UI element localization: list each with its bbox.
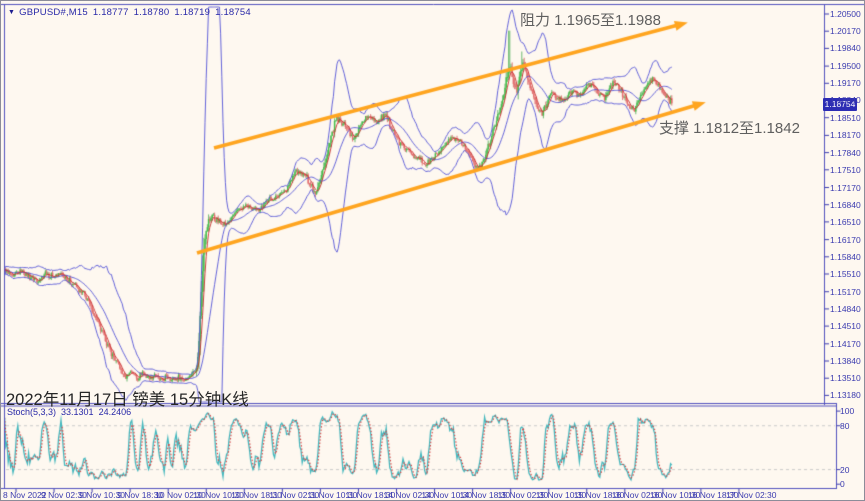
time-axis-label: 9 Nov 02:30	[41, 490, 87, 500]
time-axis-label: 10 Nov 10:30	[193, 490, 244, 500]
stoch-axis-label: 80	[840, 420, 850, 431]
ohlc-close: 1.18754	[215, 7, 251, 18]
price-axis-label: 1.18510	[830, 112, 861, 123]
price-axis-label: 1.16510	[830, 216, 861, 227]
time-axis-label: 15 Nov 10:30	[535, 490, 587, 500]
current-price-tag: 1.18754	[823, 98, 857, 111]
time-axis-label: 8 Nov 2022	[3, 490, 47, 500]
symbol-dropdown-icon[interactable]: ▼	[8, 9, 16, 16]
price-axis-label: 1.19170	[830, 78, 861, 89]
price-axis-label: 1.20500	[830, 9, 861, 19]
time-axis-label: 10 Nov 18:30	[231, 490, 282, 500]
time-axis-label: 11 Nov 02:30	[269, 490, 320, 500]
symbol-name: GBPUSD#,M15	[19, 7, 88, 18]
price-axis-label: 1.18170	[830, 130, 861, 141]
support-annotation: 支撑 1.1812至1.1842	[659, 120, 800, 137]
resistance-annotation: 阻力 1.1965至1.1988	[520, 12, 661, 29]
symbol-legend: ▼ GBPUSD#,M15 1.18777 1.18780 1.18719 1.18754	[8, 7, 251, 18]
time-axis-label: 15 Nov 18:30	[573, 490, 625, 500]
price-axis-label: 1.19840	[830, 43, 861, 54]
ohlc-open: 1.18777	[92, 7, 129, 18]
stochastic-main-value: 33.1301	[61, 407, 94, 417]
price-axis-label: 1.17510	[830, 164, 861, 175]
price-axis-label: 1.13510	[830, 373, 861, 384]
stochastic-name: Stoch(5,3,3)	[7, 407, 57, 417]
price-axis-label: 1.17840	[830, 147, 861, 158]
price-axis-label: 1.17170	[830, 182, 861, 193]
price-axis-label: 1.16170	[830, 234, 861, 245]
time-axis-label: 11 Nov 18:30	[345, 490, 396, 500]
price-axis-label: 1.15170	[830, 286, 861, 297]
price-axis-label: 1.14840	[830, 303, 861, 314]
stoch-axis-label: 0	[840, 479, 845, 490]
time-axis-label: 9 Nov 10:30	[79, 490, 125, 500]
stoch-axis-label: 100	[840, 406, 855, 417]
time-axis-label: 9 Nov 18:30	[117, 490, 163, 500]
price-axis-label: 1.14170	[830, 338, 861, 349]
date-annotation: 2022年11月17日 镑美 15分钟K线	[6, 391, 249, 409]
price-axis-label: 1.15510	[830, 268, 861, 279]
time-axis-label: 10 Nov 02:30	[155, 490, 206, 500]
price-axis-label: 1.13180	[830, 390, 861, 401]
stochastic-label: Stoch(5,3,3) 33.1301 24.2406	[7, 407, 131, 417]
price-axis-label: 1.16840	[830, 199, 861, 210]
time-axis-label: 16 Nov 18:30	[687, 490, 739, 500]
time-axis-label: 15 Nov 02:30	[497, 490, 549, 500]
stoch-axis-label: 20	[840, 464, 850, 475]
time-axis-label: 16 Nov 02:30	[611, 490, 663, 500]
time-axis-label: 14 Nov 10:30	[421, 490, 473, 500]
time-axis-label: 16 Nov 10:30	[649, 490, 701, 500]
price-axis-label: 1.15840	[830, 251, 861, 262]
time-axis-label: 14 Nov 18:30	[459, 490, 511, 500]
price-axis-label: 1.20170	[830, 26, 861, 37]
stochastic-signal-value: 24.2406	[98, 407, 132, 417]
time-axis-label: 17 Nov 02:30	[725, 490, 777, 500]
time-axis-label: 14 Nov 02:30	[383, 490, 435, 500]
price-axis-label: 1.19500	[830, 61, 861, 72]
price-axis-label: 1.13840	[830, 356, 861, 366]
ohlc-high: 1.18780	[133, 7, 170, 18]
price-axis-label: 1.18840	[830, 95, 861, 106]
time-axis-label: 11 Nov 10:30	[307, 490, 358, 500]
price-axis-label: 1.14510	[830, 321, 861, 332]
ohlc-low: 1.18719	[174, 7, 211, 18]
